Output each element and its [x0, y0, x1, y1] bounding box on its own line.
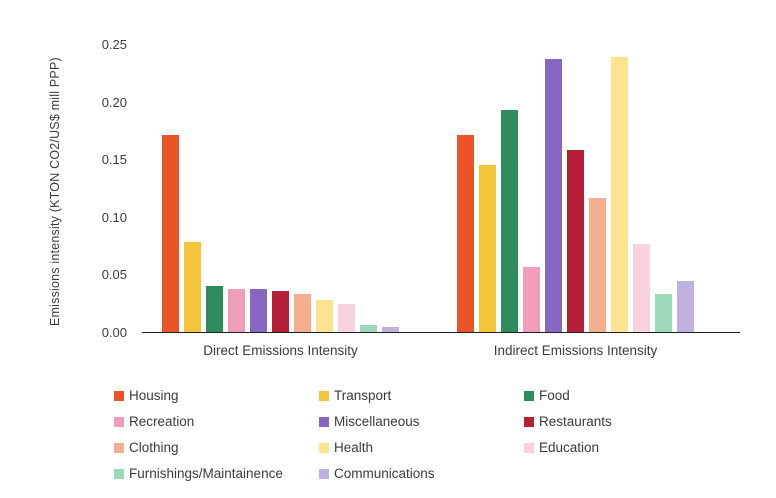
legend: Housing Transport Food Recreation Miscellane…: [114, 386, 612, 483]
legend-item-food: Food: [524, 386, 612, 405]
legend-item-health: Health: [319, 438, 524, 457]
y-tick-label-0.10: 0.10: [101, 209, 127, 225]
legend-swatch-recreation: [114, 416, 124, 427]
legend-item-education: Education: [524, 438, 612, 457]
legend-label-education: Education: [539, 440, 600, 455]
bar-furnishings-maintainence-direct: [360, 325, 377, 332]
legend-label-health: Health: [334, 440, 374, 455]
legend-label-miscellaneous: Miscellaneous: [334, 414, 420, 429]
bar-clothing-indirect: [589, 198, 606, 332]
bar-miscellaneous-indirect: [545, 59, 562, 332]
legend-item-housing: Housing: [114, 386, 319, 405]
y-tick-label-0.20: 0.20: [101, 94, 127, 110]
legend-label-furnishings-maintainence: Furnishings/Maintainence: [129, 466, 283, 481]
x-category-label-direct: Direct Emissions Intensity: [203, 343, 358, 358]
legend-item-recreation: Recreation: [114, 412, 319, 431]
bar-education-indirect: [633, 244, 650, 332]
bar-food-direct: [206, 286, 223, 332]
y-tick-label-0.00: 0.00: [101, 325, 127, 340]
legend-label-clothing: Clothing: [129, 440, 179, 455]
legend-item-restaurants: Restaurants: [524, 412, 612, 431]
plot-area: [142, 45, 740, 333]
y-tick-label-0.05: 0.05: [101, 267, 127, 283]
bar-furnishings-maintainence-indirect: [655, 294, 672, 332]
legend-swatch-education: [524, 442, 534, 453]
legend-label-recreation: Recreation: [129, 414, 195, 429]
legend-swatch-miscellaneous: [319, 416, 329, 427]
legend-swatch-health: [319, 442, 329, 453]
legend-swatch-restaurants: [524, 416, 534, 427]
bar-education-direct: [338, 304, 355, 332]
legend-label-transport: Transport: [334, 388, 392, 403]
legend-item-transport: Transport: [319, 386, 524, 405]
legend-swatch-housing: [114, 390, 124, 401]
legend-item-miscellaneous: Miscellaneous: [319, 412, 524, 431]
x-axis-category-labels: Direct Emissions Intensity Indirect Emiss…: [142, 343, 740, 363]
legend-label-housing: Housing: [129, 388, 179, 403]
bar-housing-indirect: [457, 135, 474, 332]
bar-housing-direct: [162, 135, 179, 332]
bar-clothing-direct: [294, 294, 311, 332]
bar-group-indirect: [457, 57, 694, 332]
bar-recreation-indirect: [523, 267, 540, 332]
bar-restaurants-direct: [272, 291, 289, 332]
bar-transport-direct: [184, 242, 201, 332]
bar-food-indirect: [501, 110, 518, 332]
legend-swatch-transport: [319, 390, 329, 401]
legend-label-food: Food: [539, 388, 570, 403]
bar-recreation-direct: [228, 289, 245, 332]
x-category-label-indirect: Indirect Emissions Intensity: [493, 343, 658, 358]
bar-communications-indirect: [677, 281, 694, 332]
bar-transport-indirect: [479, 165, 496, 332]
y-tick-label-0.25: 0.25: [101, 37, 127, 52]
legend-swatch-furnishings-maintainence: [114, 468, 124, 479]
bar-health-direct: [316, 300, 333, 332]
legend-item-communications: Communications: [319, 464, 524, 483]
legend-swatch-food: [524, 390, 534, 401]
bar-miscellaneous-direct: [250, 289, 267, 332]
legend-item-clothing: Clothing: [114, 438, 319, 457]
legend-item-furnishings-maintainence: Furnishings/Maintainence: [114, 464, 319, 483]
legend-label-communications: Communications: [334, 466, 435, 481]
bar-group-direct: [162, 135, 399, 332]
y-tick-label-0.15: 0.15: [101, 152, 127, 168]
y-axis-title: Emissions intensity (KTON CO2/US$ mill P…: [48, 57, 62, 327]
bar-health-indirect: [611, 57, 628, 332]
legend-swatch-clothing: [114, 442, 124, 453]
legend-label-restaurants: Restaurants: [539, 414, 612, 429]
legend-swatch-communications: [319, 468, 329, 479]
bar-restaurants-indirect: [567, 150, 584, 332]
y-axis-tick-labels: 0.00 0.05 0.10 0.15 0.20 0.25: [80, 37, 127, 340]
bar-communications-direct: [382, 327, 399, 332]
